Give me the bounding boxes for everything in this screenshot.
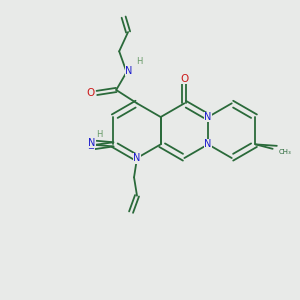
Text: CH₃: CH₃ <box>279 149 291 155</box>
Text: O: O <box>180 74 188 84</box>
Text: H: H <box>136 57 142 66</box>
Text: N: N <box>204 140 212 149</box>
Text: N: N <box>88 138 96 148</box>
Text: N: N <box>133 153 141 163</box>
Text: O: O <box>86 88 94 98</box>
Text: H: H <box>96 130 103 139</box>
Text: =: = <box>88 143 94 152</box>
Text: N: N <box>125 66 133 76</box>
Text: N: N <box>204 112 212 122</box>
